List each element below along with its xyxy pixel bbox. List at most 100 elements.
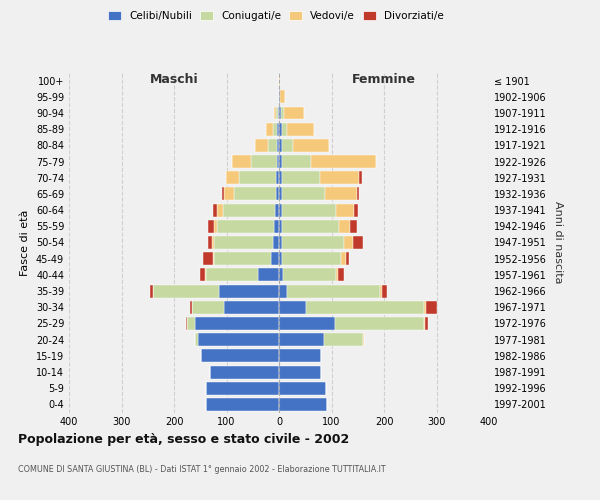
Bar bbox=[279, 155, 281, 168]
Bar bbox=[190, 301, 193, 314]
Bar bbox=[279, 90, 280, 104]
Bar bbox=[281, 155, 311, 168]
Bar bbox=[382, 284, 387, 298]
Bar bbox=[356, 188, 359, 200]
Bar bbox=[341, 252, 346, 265]
Bar bbox=[272, 236, 279, 249]
Bar bbox=[202, 350, 279, 362]
Bar bbox=[354, 204, 358, 216]
Bar bbox=[195, 333, 197, 346]
Bar bbox=[284, 106, 304, 120]
Bar bbox=[320, 172, 359, 184]
Bar bbox=[279, 204, 282, 216]
Bar bbox=[425, 317, 428, 330]
Bar bbox=[276, 172, 279, 184]
Y-axis label: Anni di nascita: Anni di nascita bbox=[553, 201, 563, 283]
Bar bbox=[279, 74, 280, 87]
Text: Maschi: Maschi bbox=[149, 74, 199, 86]
Bar bbox=[232, 155, 251, 168]
Bar bbox=[279, 268, 283, 281]
Bar bbox=[214, 252, 271, 265]
Bar bbox=[279, 317, 335, 330]
Bar bbox=[325, 188, 356, 200]
Bar bbox=[275, 204, 279, 216]
Bar bbox=[424, 317, 425, 330]
Bar bbox=[363, 333, 364, 346]
Bar bbox=[205, 268, 258, 281]
Bar bbox=[282, 188, 325, 200]
Bar bbox=[281, 139, 293, 152]
Bar bbox=[281, 106, 284, 120]
Bar bbox=[279, 122, 281, 136]
Bar bbox=[205, 398, 279, 411]
Bar bbox=[353, 236, 363, 249]
Bar bbox=[214, 236, 272, 249]
Bar bbox=[226, 172, 239, 184]
Bar bbox=[279, 220, 282, 233]
Bar bbox=[279, 139, 281, 152]
Bar bbox=[287, 122, 314, 136]
Bar bbox=[338, 268, 344, 281]
Bar bbox=[271, 252, 279, 265]
Bar bbox=[251, 155, 277, 168]
Bar bbox=[272, 122, 277, 136]
Bar bbox=[293, 139, 329, 152]
Bar bbox=[205, 382, 279, 394]
Text: Femmine: Femmine bbox=[352, 74, 416, 86]
Bar bbox=[336, 204, 354, 216]
Bar bbox=[268, 139, 277, 152]
Bar bbox=[283, 268, 336, 281]
Bar bbox=[195, 317, 279, 330]
Bar bbox=[217, 220, 274, 233]
Bar bbox=[323, 333, 363, 346]
Bar bbox=[282, 220, 339, 233]
Bar bbox=[276, 106, 278, 120]
Bar bbox=[266, 122, 272, 136]
Bar bbox=[279, 333, 323, 346]
Text: Popolazione per età, sesso e stato civile - 2002: Popolazione per età, sesso e stato civil… bbox=[18, 432, 349, 446]
Bar bbox=[234, 188, 276, 200]
Bar bbox=[380, 284, 382, 298]
Bar bbox=[307, 301, 424, 314]
Bar bbox=[279, 398, 328, 411]
Bar bbox=[282, 204, 336, 216]
Bar bbox=[277, 122, 279, 136]
Bar bbox=[350, 220, 356, 233]
Bar bbox=[282, 236, 344, 249]
Bar bbox=[282, 172, 320, 184]
Bar bbox=[213, 204, 217, 216]
Y-axis label: Fasce di età: Fasce di età bbox=[20, 210, 30, 276]
Bar bbox=[274, 106, 276, 120]
Bar bbox=[212, 236, 214, 249]
Bar bbox=[279, 350, 321, 362]
Bar bbox=[277, 139, 279, 152]
Bar bbox=[279, 301, 307, 314]
Bar bbox=[282, 252, 341, 265]
Bar bbox=[187, 317, 195, 330]
Bar bbox=[224, 301, 279, 314]
Text: COMUNE DI SANTA GIUSTINA (BL) - Dati ISTAT 1° gennaio 2002 - Elaborazione TUTTIT: COMUNE DI SANTA GIUSTINA (BL) - Dati IST… bbox=[18, 466, 386, 474]
Bar bbox=[279, 236, 282, 249]
Bar bbox=[281, 122, 287, 136]
Bar bbox=[278, 106, 279, 120]
Bar bbox=[210, 366, 279, 378]
Bar bbox=[277, 155, 279, 168]
Bar bbox=[213, 252, 214, 265]
Bar bbox=[208, 236, 212, 249]
Bar bbox=[279, 106, 281, 120]
Bar bbox=[426, 301, 437, 314]
Bar bbox=[214, 220, 217, 233]
Bar bbox=[346, 252, 349, 265]
Bar bbox=[239, 172, 276, 184]
Legend: Celibi/Nubili, Coniugati/e, Vedovi/e, Divorziati/e: Celibi/Nubili, Coniugati/e, Vedovi/e, Di… bbox=[105, 8, 447, 24]
Bar bbox=[279, 172, 282, 184]
Bar bbox=[279, 252, 282, 265]
Bar bbox=[200, 268, 205, 281]
Bar bbox=[258, 268, 279, 281]
Bar bbox=[279, 284, 287, 298]
Bar bbox=[218, 284, 279, 298]
Bar bbox=[186, 317, 187, 330]
Bar bbox=[197, 333, 279, 346]
Bar bbox=[311, 155, 376, 168]
Bar bbox=[280, 90, 286, 104]
